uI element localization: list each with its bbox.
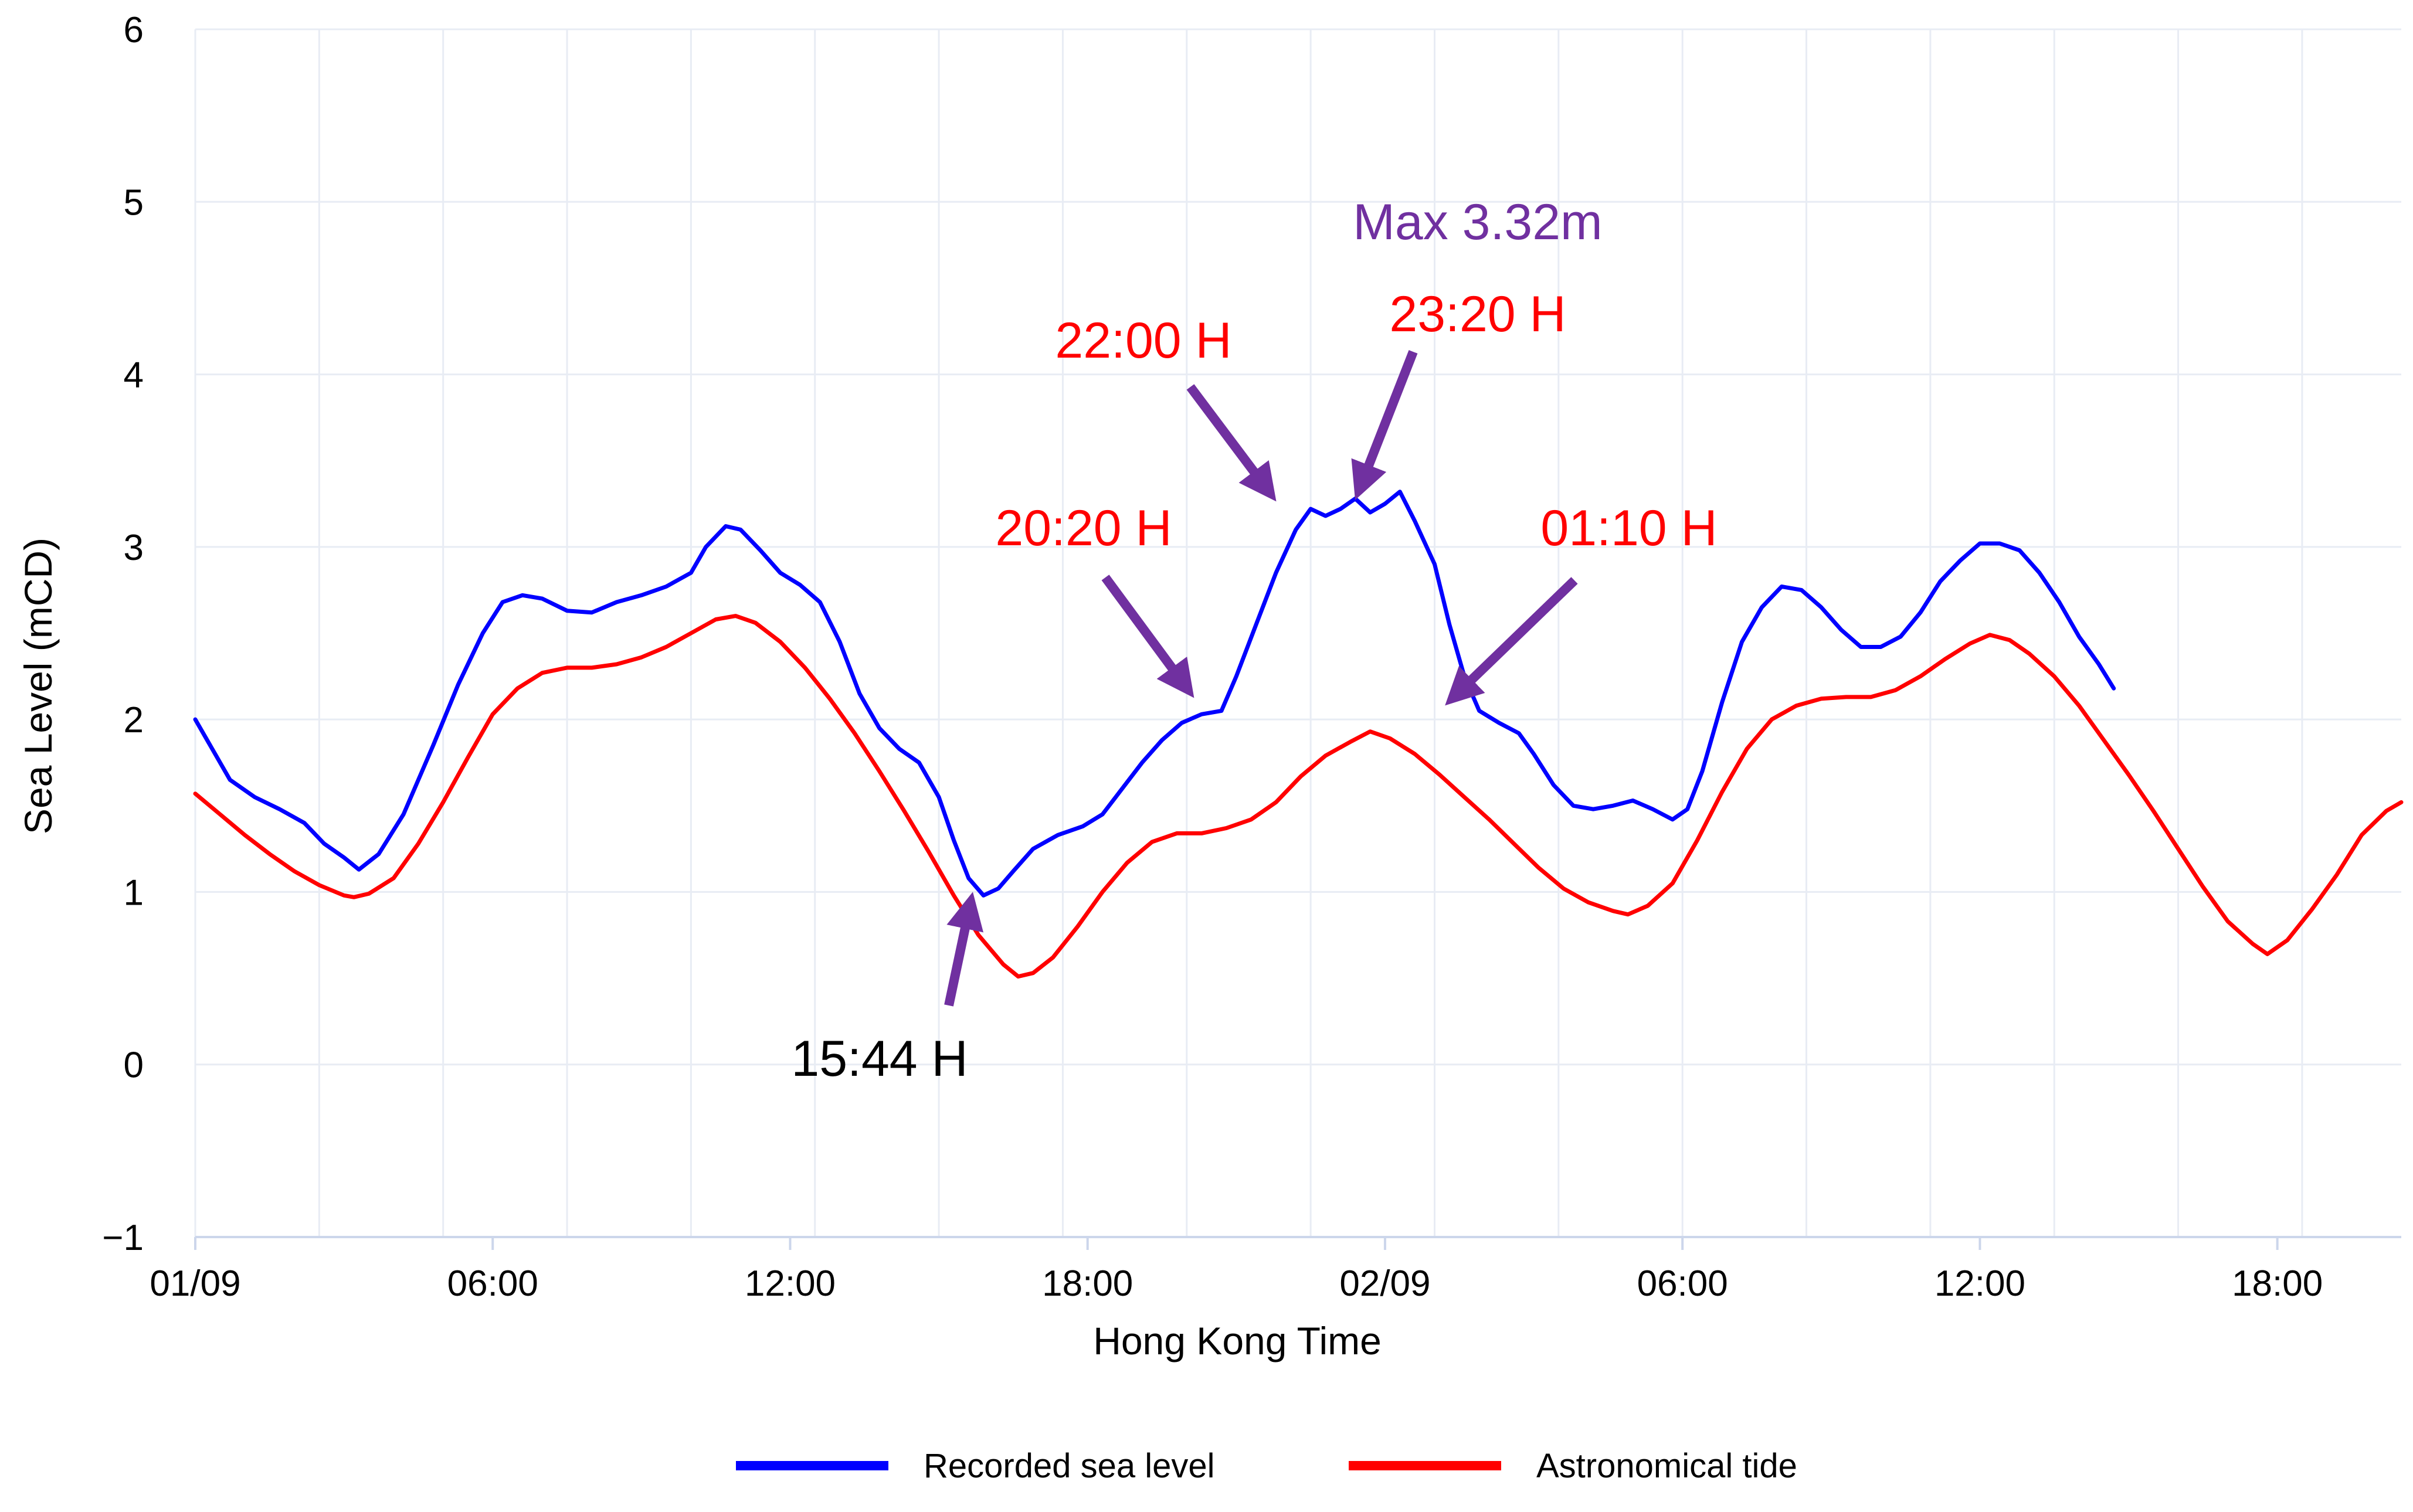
legend-label: Recorded sea level (924, 1447, 1215, 1485)
series-line-recorded-sea-level (193, 490, 2116, 898)
x-axis-title: Hong Kong Time (1093, 1319, 1382, 1363)
y-tick-label: 4 (124, 355, 144, 396)
legend: Recorded sea level Astronomical tide (736, 1447, 1797, 1485)
annotation-label: 22:00 H (1055, 312, 1231, 369)
x-tick-label: 12:00 (1935, 1263, 2025, 1304)
annotation-label: 15:44 H (791, 1031, 968, 1087)
series-lines (193, 490, 2404, 979)
x-tick-label: 02/09 (1339, 1263, 1430, 1304)
y-tick-label: 5 (124, 182, 144, 223)
annotation-arrow (1101, 575, 1194, 698)
annotation-arrow (944, 892, 984, 1007)
legend-item-astronomical-tide[interactable]: Astronomical tide (1349, 1447, 1797, 1485)
x-tick-label: 06:00 (447, 1263, 538, 1304)
x-tick-label: 01/09 (150, 1263, 240, 1304)
legend-item-recorded-sea-level[interactable]: Recorded sea level (736, 1447, 1215, 1485)
y-tick-label: 2 (124, 700, 144, 740)
annotation-label: Max 3.32m (1353, 194, 1602, 250)
annotation-arrow (1445, 577, 1578, 706)
y-tick-label: 6 (124, 10, 144, 50)
annotation-label: 01:10 H (1540, 500, 1717, 556)
legend-label: Astronomical tide (1536, 1447, 1797, 1485)
x-tick-label: 18:00 (1042, 1263, 1133, 1304)
annotation-label: 23:20 H (1389, 286, 1566, 342)
x-tick-label: 06:00 (1637, 1263, 1728, 1304)
x-tick-label: 12:00 (745, 1263, 836, 1304)
gridlines (194, 28, 2401, 1238)
x-tick-label: 18:00 (2232, 1263, 2323, 1304)
y-tick-label: 3 (124, 528, 144, 568)
annotation-arrow (1351, 350, 1418, 500)
y-tick-label: 0 (124, 1045, 144, 1086)
annotation-label: 20:20 H (995, 500, 1172, 556)
series-line-astronomical-tide (193, 614, 2404, 979)
annotation-arrow (1186, 384, 1277, 502)
axes: −1 0 1 2 3 4 5 6 01/09 06:00 12:00 18:00 02/09 06:00 1… (102, 10, 2401, 1304)
y-tick-label: 1 (124, 872, 144, 913)
y-axis-title: Sea Level (mCD) (16, 538, 60, 834)
y-tick-label: −1 (102, 1218, 144, 1258)
annotations: Max 3.32m 23:20 H 22:00 H 20:20 H 01:10 H 15:… (791, 194, 1717, 1087)
